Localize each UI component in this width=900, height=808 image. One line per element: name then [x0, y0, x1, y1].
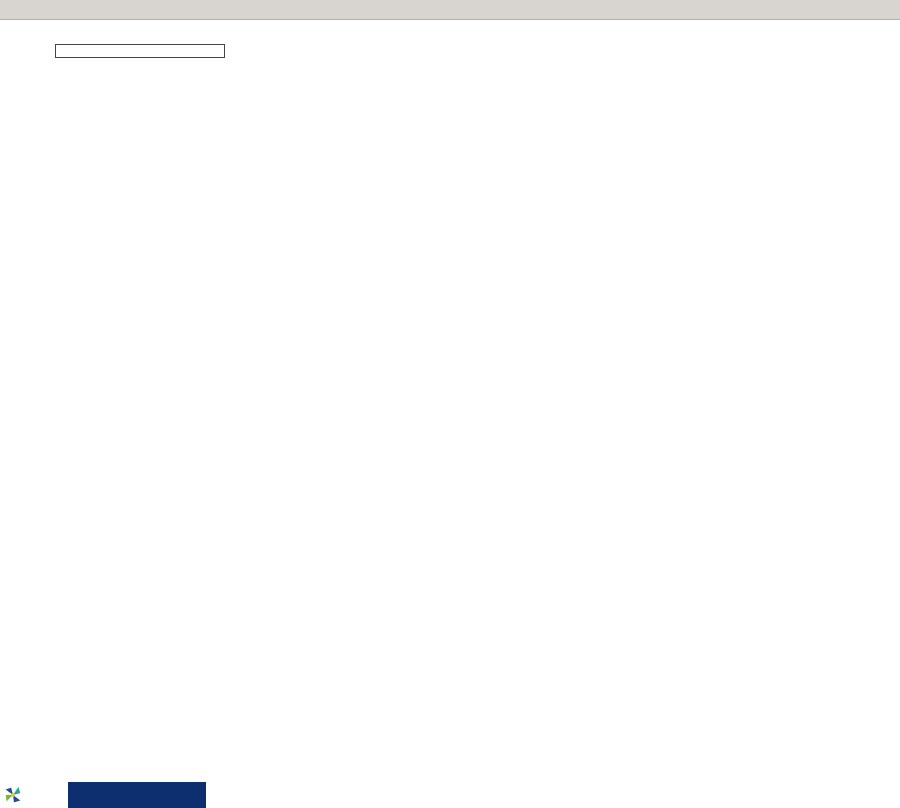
vedurstofa-logo: [0, 782, 68, 808]
valid-time-label: [68, 782, 206, 808]
window-titlebar: [0, 0, 900, 20]
sounding-indices-panel: [55, 44, 225, 58]
vedurstofa-logo-icon: [5, 786, 21, 803]
